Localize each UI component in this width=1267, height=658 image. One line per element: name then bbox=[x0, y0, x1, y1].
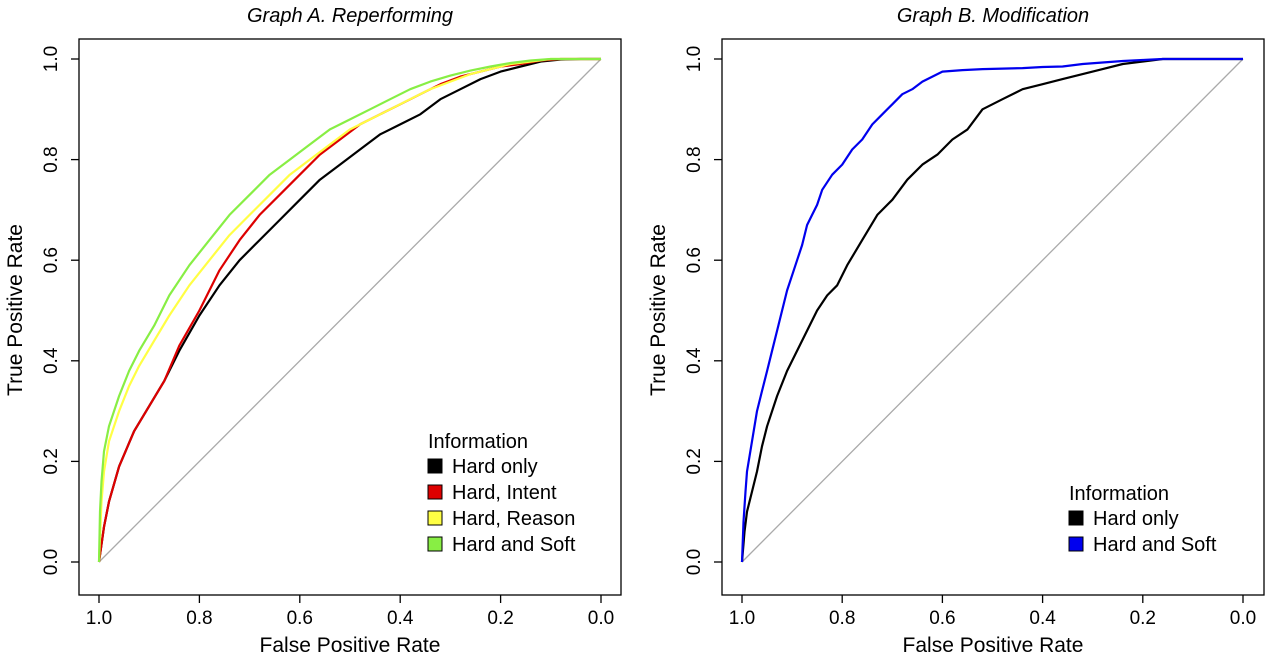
series-layer bbox=[97, 57, 601, 563]
legend-swatch bbox=[427, 458, 443, 474]
x-axis-ticks: 1.0 0.8 0.6 0.4 0.2 0.0 bbox=[729, 595, 1256, 629]
x-tick-label: 0.8 bbox=[829, 608, 855, 629]
legend-entry-label: Hard only bbox=[1093, 508, 1179, 530]
y-tick-label: 0.2 bbox=[684, 448, 705, 474]
series-line-hard-and-soft bbox=[740, 57, 1243, 563]
legend: Information Hard only Hard and Soft bbox=[1068, 483, 1217, 556]
y-tick-label: 0.6 bbox=[684, 247, 705, 273]
y-axis-label: True Positive Rate bbox=[4, 224, 27, 396]
chart-title: Graph B. Modification bbox=[897, 5, 1089, 27]
x-tick-label: 1.0 bbox=[729, 608, 755, 629]
y-axis-ticks: 0.0 0.2 0.4 0.6 0.8 1.0 bbox=[41, 46, 79, 575]
legend-swatch bbox=[427, 484, 443, 500]
y-tick-label: 0.0 bbox=[684, 549, 705, 575]
x-tick-label: 0.4 bbox=[387, 608, 414, 629]
diagonal-reference-line bbox=[741, 58, 1244, 563]
panel-b: Graph B. Modification False Positive Rat… bbox=[647, 5, 1265, 657]
series-layer bbox=[740, 57, 1243, 563]
x-tick-label: 0.6 bbox=[929, 608, 955, 629]
y-tick-label: 0.2 bbox=[41, 448, 62, 474]
x-axis-label: False Positive Rate bbox=[260, 634, 441, 657]
diagonal-reference-line bbox=[98, 58, 602, 563]
legend: Information Hard only Hard, Intent Hard, R… bbox=[427, 431, 576, 556]
y-tick-label: 0.4 bbox=[684, 347, 705, 374]
y-tick-label: 1.0 bbox=[684, 46, 705, 72]
x-tick-label: 0.2 bbox=[487, 608, 513, 629]
legend-entry-label: Hard only bbox=[452, 456, 538, 478]
x-axis-ticks: 1.0 0.8 0.6 0.4 0.2 0.0 bbox=[86, 595, 614, 629]
plot-frame bbox=[721, 38, 1265, 596]
legend-entry-label: Hard and Soft bbox=[1093, 534, 1217, 556]
y-tick-label: 0.4 bbox=[41, 347, 62, 374]
y-axis-label: True Positive Rate bbox=[647, 224, 670, 396]
x-tick-label: 0.4 bbox=[1029, 608, 1056, 629]
legend-entry-label: Hard and Soft bbox=[452, 534, 576, 556]
y-tick-label: 1.0 bbox=[41, 46, 62, 72]
y-tick-label: 0.8 bbox=[41, 146, 62, 172]
y-tick-label: 0.0 bbox=[41, 549, 62, 575]
y-axis-ticks: 0.0 0.2 0.4 0.6 0.8 1.0 bbox=[684, 46, 722, 575]
series-line-hard-only bbox=[740, 57, 1243, 563]
x-tick-label: 0.6 bbox=[287, 608, 313, 629]
x-tick-label: 0.2 bbox=[1130, 608, 1156, 629]
x-tick-label: 0.8 bbox=[186, 608, 212, 629]
y-tick-label: 0.8 bbox=[684, 146, 705, 172]
x-tick-label: 1.0 bbox=[86, 608, 112, 629]
series-line-hard-and-soft bbox=[97, 57, 601, 563]
legend-swatch bbox=[427, 510, 443, 526]
y-tick-label: 0.6 bbox=[41, 247, 62, 273]
series-line-hard-reason bbox=[97, 57, 601, 563]
legend-entry-label: Hard, Intent bbox=[452, 482, 557, 504]
x-tick-label: 0.0 bbox=[588, 608, 614, 629]
legend-entry-label: Hard, Reason bbox=[452, 508, 575, 530]
x-axis-label: False Positive Rate bbox=[903, 634, 1084, 657]
panel-a: Graph A. Reperforming False Positive Rat… bbox=[4, 5, 622, 657]
legend-swatch bbox=[427, 536, 443, 552]
legend-swatch bbox=[1068, 536, 1084, 552]
legend-title: Information bbox=[428, 431, 528, 453]
x-tick-label: 0.0 bbox=[1230, 608, 1256, 629]
legend-swatch bbox=[1068, 510, 1084, 526]
plot-frame bbox=[78, 38, 622, 596]
legend-title: Information bbox=[1069, 483, 1169, 505]
chart-title: Graph A. Reperforming bbox=[247, 5, 453, 27]
